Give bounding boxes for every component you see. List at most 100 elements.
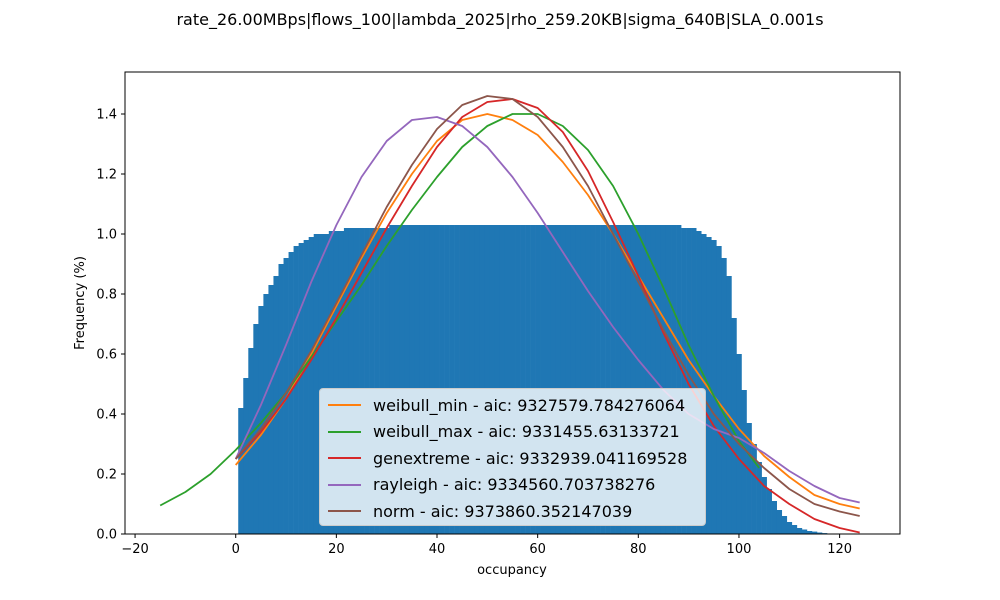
histogram-bar <box>499 225 506 534</box>
legend-item-norm: norm - aic: 9373860.352147039 <box>328 498 705 525</box>
histogram-bar <box>701 234 707 534</box>
legend-swatch-rayleigh <box>328 483 361 486</box>
histogram-bar <box>313 234 320 534</box>
histogram-bar <box>424 225 430 534</box>
histogram-bar <box>394 225 400 534</box>
legend-swatch-norm <box>328 510 361 513</box>
histogram-bar <box>399 225 405 534</box>
histogram-bar <box>671 225 677 534</box>
y-tick-label: 0.4 <box>96 408 117 423</box>
histogram-bar <box>731 318 737 534</box>
histogram-bar <box>801 529 808 534</box>
histogram-bar <box>384 228 390 534</box>
histogram-bar <box>665 225 672 534</box>
histogram-bar <box>359 228 365 534</box>
histogram-bar <box>640 225 647 534</box>
histogram-bar <box>364 228 370 534</box>
fit-curve-weibull-max <box>159 113 760 507</box>
histogram-bar <box>409 225 415 534</box>
histogram-bar <box>806 531 813 534</box>
histogram-bar <box>575 225 581 534</box>
histogram-bar <box>353 228 360 534</box>
histogram-bar <box>283 258 289 534</box>
histogram-bar <box>741 390 747 534</box>
histogram-bar <box>389 225 395 534</box>
legend-label-rayleigh: rayleigh - aic: 9334560.703738276 <box>373 475 656 495</box>
y-axis-ticks: 0.0 0.2 0.4 0.6 0.8 1.0 1.2 1.4 <box>96 108 125 543</box>
histogram-bar <box>243 378 249 534</box>
histogram-bar <box>660 225 667 534</box>
histogram-bar <box>766 489 772 534</box>
histogram-bar <box>515 225 521 534</box>
histogram-bar <box>550 225 556 534</box>
histogram-bar <box>323 234 330 534</box>
histogram-bar <box>771 501 778 534</box>
histogram-bar <box>449 225 455 534</box>
histogram-bar <box>610 225 616 534</box>
histogram-bar <box>520 225 526 534</box>
histogram-bar <box>318 234 325 534</box>
histogram-bar <box>590 225 596 534</box>
histogram-bar <box>570 225 576 534</box>
histogram-bar <box>489 225 496 534</box>
histogram-bar <box>379 228 385 534</box>
histogram-bar <box>545 225 551 534</box>
histogram-bar <box>494 225 501 534</box>
histogram-bar <box>580 225 586 534</box>
histogram-bar <box>459 225 465 534</box>
histogram-bar <box>615 225 621 534</box>
histogram-bar <box>726 276 732 534</box>
histogram-bar <box>600 225 606 534</box>
x-tick-label: 40 <box>429 542 446 557</box>
y-tick-label: 0.6 <box>96 348 117 363</box>
histogram-bar <box>258 306 264 534</box>
legend-label-norm: norm - aic: 9373860.352147039 <box>373 501 633 521</box>
x-tick-label: 0 <box>232 542 240 557</box>
histogram-bar <box>439 225 445 534</box>
fit-curves <box>159 95 860 534</box>
histogram-bar <box>816 532 823 534</box>
histogram-bar <box>711 240 717 534</box>
histogram-bar <box>776 510 783 534</box>
legend-item-weibull-max: weibull_max - aic: 9331455.63133721 <box>328 419 705 446</box>
legend-swatch-genextreme <box>328 457 361 460</box>
legend-label-weibull-max: weibull_max - aic: 9331455.63133721 <box>373 422 680 442</box>
histogram-bar <box>444 225 450 534</box>
histogram-bar <box>635 225 642 534</box>
histogram-bar <box>645 225 652 534</box>
y-tick-label: 0.2 <box>96 468 117 483</box>
histogram-bar <box>338 231 345 534</box>
histogram-bar <box>308 237 315 534</box>
y-tick-label: 1.4 <box>96 108 117 123</box>
histogram-bar <box>625 225 632 534</box>
histogram-bar <box>454 225 460 534</box>
x-axis-label: occupancy <box>477 563 547 578</box>
histogram-bar <box>343 228 350 534</box>
legend-item-rayleigh: rayleigh - aic: 9334560.703738276 <box>328 472 705 499</box>
legend-item-genextreme: genextreme - aic: 9332939.041169528 <box>328 445 705 472</box>
histogram-bar <box>419 225 425 534</box>
histogram-bar <box>238 408 244 534</box>
histogram-bar <box>348 228 355 534</box>
histogram-bar <box>263 294 269 534</box>
histogram-bar <box>530 225 536 534</box>
x-tick-label: 80 <box>630 542 647 557</box>
histogram-bar <box>469 225 476 534</box>
histogram-bar <box>620 225 627 534</box>
fit-curve-genextreme <box>235 98 860 534</box>
fit-curve-norm <box>235 95 860 517</box>
histogram-bar <box>525 225 531 534</box>
y-axis-label: Frequency (%) <box>73 256 88 350</box>
histogram-bar <box>565 225 571 534</box>
histogram-bar <box>721 258 727 534</box>
x-tick-label: −20 <box>121 542 148 557</box>
y-tick-label: 0.8 <box>96 288 117 303</box>
legend-label-weibull-min: weibull_min - aic: 9327579.784276064 <box>373 395 686 415</box>
histogram-bar <box>293 246 299 534</box>
legend: weibull_min - aic: 9327579.784276064 wei… <box>319 388 706 526</box>
histogram-bar <box>509 225 516 534</box>
histogram-bar <box>555 225 561 534</box>
histogram-bar <box>605 225 611 534</box>
histogram-bar <box>761 477 767 534</box>
histogram-bar <box>786 522 793 534</box>
